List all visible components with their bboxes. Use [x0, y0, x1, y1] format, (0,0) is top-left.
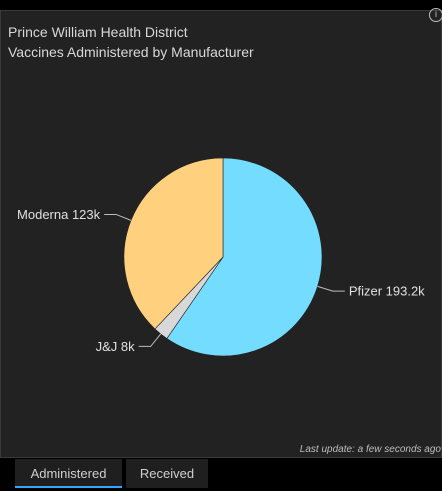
info-icon[interactable]: i [429, 8, 442, 22]
tab-received-label: Received [139, 466, 195, 481]
chart-title-line1: Prince William Health District [8, 24, 188, 40]
pie-slice-pfizer[interactable] [166, 157, 323, 357]
pie-slice-moderna[interactable] [123, 157, 224, 330]
last-update-text: Last update: a few seconds ago [299, 444, 441, 455]
tab-received[interactable]: Received [126, 459, 208, 488]
chart-panel: Prince William Health District Vaccines … [0, 8, 442, 458]
tab-administered-label: Administered [30, 466, 107, 481]
slice-label-j-j: J&J 8k [96, 339, 136, 354]
slice-label-moderna: Moderna 123k [17, 207, 101, 222]
chart-title: Prince William Health District Vaccines … [8, 22, 254, 62]
pie-chart: Pfizer 193.2k J&J 8k Moderna 123k [17, 157, 425, 357]
leader-line-moderna [104, 213, 132, 221]
tab-bar: Administered Received [0, 458, 442, 491]
leader-line-pfizer [317, 285, 345, 292]
tab-administered[interactable]: Administered [15, 459, 122, 488]
leader-line-j-j [138, 333, 162, 347]
top-strip [0, 0, 442, 10]
slice-label-pfizer: Pfizer 193.2k [349, 284, 425, 299]
chart-title-line2: Vaccines Administered by Manufacturer [8, 44, 254, 60]
